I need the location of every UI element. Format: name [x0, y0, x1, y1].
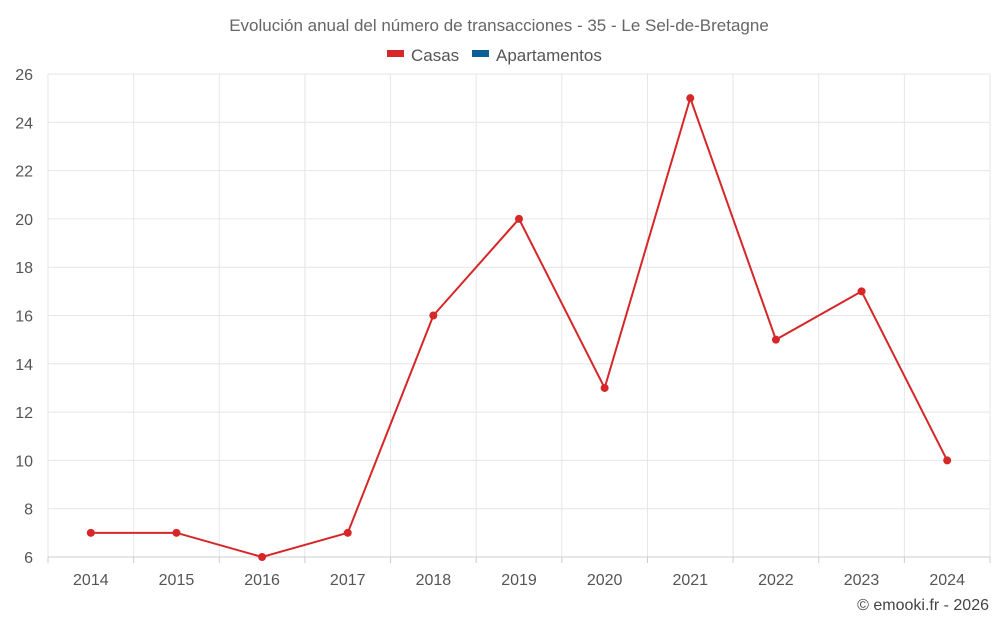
legend: Casas Apartamentos — [387, 46, 602, 65]
data-point-casas[interactable] — [515, 214, 523, 223]
grid — [47, 73, 991, 558]
x-tick-label: 2015 — [159, 572, 195, 589]
legend-label-casas: Casas — [411, 46, 459, 65]
data-point-casas[interactable] — [771, 335, 780, 344]
x-tick-label: 2023 — [844, 572, 880, 589]
x-tick-label: 2020 — [587, 572, 623, 589]
data-point-casas[interactable] — [429, 311, 438, 320]
x-tick-label: 2018 — [416, 572, 452, 589]
y-tick-label: 14 — [15, 357, 33, 374]
y-tick-label: 22 — [15, 164, 33, 181]
y-tick-label: 12 — [15, 405, 33, 422]
data-point-casas[interactable] — [172, 528, 181, 537]
data-point-casas[interactable] — [686, 94, 695, 103]
y-tick-label: 20 — [15, 212, 33, 229]
legend-swatch-casas — [387, 50, 404, 57]
y-tick-label: 8 — [24, 502, 33, 519]
data-point-casas[interactable] — [343, 528, 352, 537]
data-point-casas[interactable] — [86, 528, 95, 537]
x-tick-label: 2021 — [672, 572, 708, 589]
y-tick-label: 24 — [15, 115, 33, 132]
x-tick-label: 2017 — [330, 572, 366, 589]
legend-label-apartamentos: Apartamentos — [496, 46, 602, 65]
data-point-casas[interactable] — [600, 383, 609, 392]
data-point-casas[interactable] — [857, 287, 866, 296]
axes — [47, 556, 991, 563]
credit-text: © emooki.fr - 2026 — [857, 597, 989, 614]
x-tick-label: 2019 — [501, 572, 537, 589]
y-tick-label: 10 — [15, 453, 33, 470]
x-tick-label: 2022 — [758, 572, 794, 589]
y-tick-label: 26 — [15, 67, 33, 84]
x-axis-labels: 2014 2015 2016 2017 2018 2019 2020 2021 2022 2023… — [73, 572, 965, 589]
data-point-casas[interactable] — [943, 456, 952, 465]
y-tick-label: 18 — [15, 260, 33, 277]
chart-title: Evolución anual del número de transaccio… — [229, 16, 769, 35]
y-tick-label: 16 — [15, 309, 33, 326]
legend-swatch-apartamentos — [472, 50, 489, 57]
y-tick-label: 6 — [24, 550, 33, 567]
x-tick-label: 2024 — [929, 572, 965, 589]
series — [86, 94, 952, 561]
x-tick-label: 2016 — [244, 572, 280, 589]
y-axis-labels: 6 8 10 12 14 16 18 20 22 24 26 — [15, 67, 33, 567]
data-point-casas[interactable] — [258, 553, 267, 561]
x-tick-label: 2014 — [73, 572, 109, 589]
